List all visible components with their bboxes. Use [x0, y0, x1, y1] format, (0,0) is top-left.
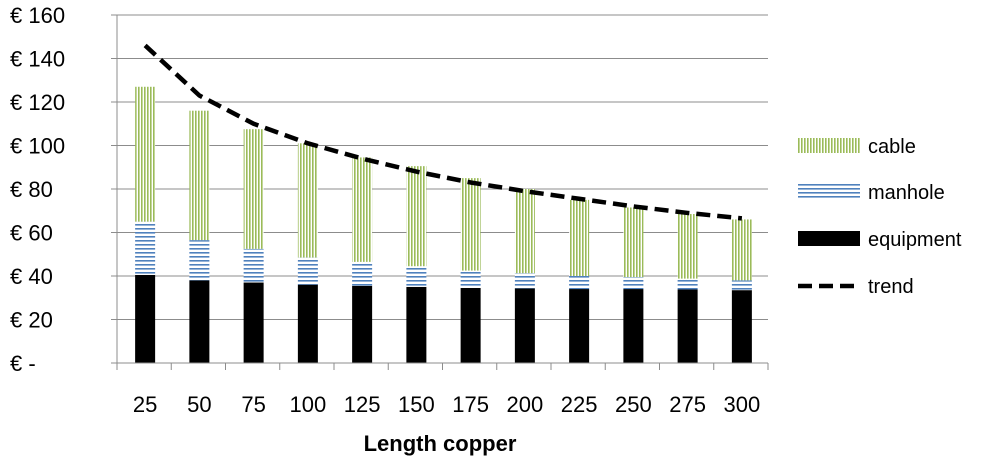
x-tick-label: 75: [241, 392, 265, 417]
x-tick-label: 200: [507, 392, 544, 417]
bar-equipment: [569, 289, 590, 363]
bar-equipment: [731, 290, 752, 363]
bar-cable: [569, 199, 590, 276]
bar-equipment: [514, 288, 535, 363]
y-tick-label: € 20: [10, 308, 53, 333]
trend-line: [143, 43, 743, 221]
x-axis-title: Length copper: [364, 431, 517, 456]
x-tick-label: 25: [133, 392, 157, 417]
y-tick-label: € 60: [10, 221, 53, 246]
bar-equipment: [460, 287, 481, 363]
x-tick-label: 100: [290, 392, 327, 417]
bar-cable: [189, 110, 210, 241]
bar-cable: [352, 157, 373, 262]
x-tick-label: 150: [398, 392, 435, 417]
bar-cable: [406, 166, 427, 267]
x-tick-label: 50: [187, 392, 211, 417]
gridlines: [117, 14, 768, 320]
bar-equipment: [623, 289, 644, 363]
bar-manhole: [677, 278, 698, 290]
bar-equipment: [135, 274, 156, 363]
bar-manhole: [135, 221, 156, 275]
x-tick-label: 125: [344, 392, 381, 417]
bar-cable: [243, 129, 264, 249]
bar-equipment: [406, 286, 427, 363]
bar-cable: [460, 178, 481, 271]
bar-equipment: [352, 285, 373, 363]
bar-cable: [135, 86, 156, 222]
bar-manhole: [623, 277, 644, 290]
x-tick-label: 300: [724, 392, 761, 417]
x-tick-label: 225: [561, 392, 598, 417]
bar-manhole: [189, 240, 210, 281]
bar-cable: [731, 219, 752, 281]
x-tick-label: 250: [615, 392, 652, 417]
bar-manhole: [514, 273, 535, 289]
legend-swatch-cable: [798, 138, 860, 153]
y-tick-label: € 80: [10, 177, 53, 202]
bar-manhole: [460, 270, 481, 288]
y-tick-label: € 120: [10, 90, 65, 115]
bar-equipment: [189, 280, 210, 363]
bar-manhole: [297, 257, 318, 285]
y-tick-label: € 40: [10, 264, 53, 289]
bar-manhole: [731, 280, 752, 291]
legend: cable manhole equipment trend: [798, 136, 962, 298]
trend-line-layer: [143, 43, 743, 221]
legend-label-manhole: manhole: [868, 182, 945, 204]
bar-manhole: [352, 261, 373, 286]
y-tick-label: € 160: [10, 3, 65, 28]
bar-manhole: [243, 248, 264, 283]
bars: [135, 86, 752, 363]
bar-cable: [297, 143, 318, 258]
y-tick-label: € -: [10, 351, 36, 376]
bar-cable: [677, 214, 698, 279]
bar-equipment: [243, 282, 264, 363]
legend-label-cable: cable: [868, 136, 916, 158]
axes: € - € 20 € 40 € 60 € 80 € 100 € 120 € 140 € 160 2…: [10, 3, 769, 417]
legend-swatch-equipment: [798, 231, 860, 246]
y-tick-label: € 140: [10, 47, 65, 72]
legend-label-trend: trend: [868, 276, 914, 298]
x-tick-label: 275: [669, 392, 706, 417]
bar-equipment: [297, 284, 318, 363]
legend-label-equipment: equipment: [868, 229, 962, 251]
bar-manhole: [406, 266, 427, 287]
bar-manhole: [569, 276, 590, 290]
bar-cable: [623, 207, 644, 278]
x-tick-label: 175: [452, 392, 489, 417]
bar-cable: [514, 189, 535, 274]
bar-equipment: [677, 289, 698, 363]
legend-swatch-manhole: [798, 184, 860, 199]
y-tick-label: € 100: [10, 134, 65, 159]
